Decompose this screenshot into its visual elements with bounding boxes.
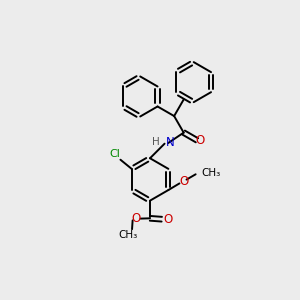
Text: O: O <box>163 213 172 226</box>
Text: CH₃: CH₃ <box>118 230 137 240</box>
Text: Cl: Cl <box>110 149 120 159</box>
Text: O: O <box>131 212 140 225</box>
Text: H: H <box>152 137 160 148</box>
Text: O: O <box>196 134 205 147</box>
Text: O: O <box>179 175 188 188</box>
Text: N: N <box>166 136 175 149</box>
Text: CH₃: CH₃ <box>201 168 220 178</box>
